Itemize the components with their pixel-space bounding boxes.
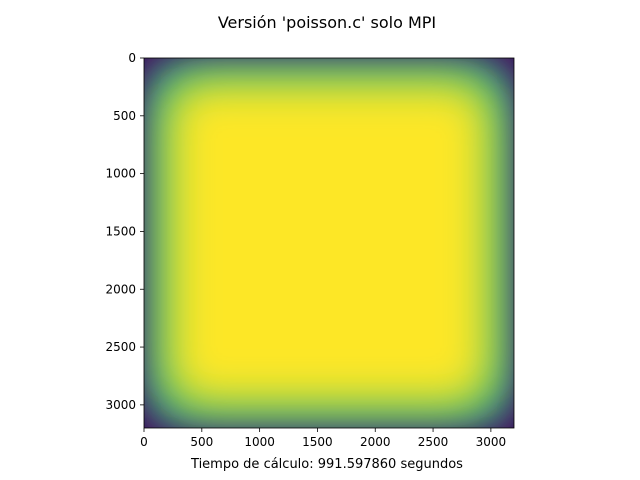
x-tick-label: 2000 [360,435,391,449]
x-tick-label: 500 [190,435,213,449]
x-tick-label: 1500 [302,435,333,449]
y-tick-label: 2500 [105,340,136,354]
y-tick-label: 2000 [105,282,136,296]
y-tick-label: 500 [113,109,136,123]
x-tick-label: 0 [140,435,148,449]
y-tick-label: 0 [128,51,136,65]
y-tick-label: 1500 [105,224,136,238]
y-axis: 0 500 1000 1500 2000 2500 3000 [105,51,144,412]
heatmap-core [170,84,488,402]
plot-frame [143,57,515,429]
x-axis-label: Tiempo de cálculo: 991.597860 segundos [190,457,463,472]
chart-title: Versión 'poisson.c' solo MPI [218,13,436,32]
y-tick-label: 1000 [105,167,136,181]
x-tick-label: 3000 [476,435,507,449]
x-tick-label: 2500 [418,435,449,449]
y-tick-label: 3000 [105,398,136,412]
x-tick-label: 1000 [244,435,275,449]
heatmap-area [143,57,515,429]
x-axis: 0 500 1000 1500 2000 2500 3000 [140,428,506,449]
